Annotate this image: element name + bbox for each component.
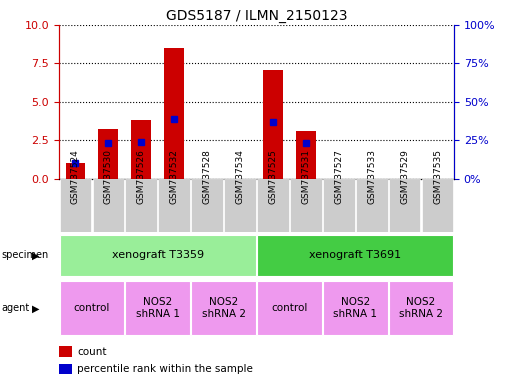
Bar (323, 281, 387, 335)
Bar (60, 179, 91, 232)
Text: GSM737533: GSM737533 (367, 149, 376, 204)
Text: NOS2
shRNA 2: NOS2 shRNA 2 (399, 297, 443, 319)
Bar (356, 179, 387, 232)
Text: percentile rank within the sample: percentile rank within the sample (77, 364, 253, 374)
Text: GSM737528: GSM737528 (203, 149, 212, 204)
Text: count: count (77, 347, 107, 357)
Text: control: control (74, 303, 110, 313)
Text: agent: agent (1, 303, 29, 313)
Bar (60, 235, 256, 276)
Bar (159, 179, 190, 232)
Text: GSM737527: GSM737527 (334, 149, 343, 204)
Text: GSM737534: GSM737534 (235, 149, 245, 204)
Text: GSM737535: GSM737535 (433, 149, 442, 204)
Text: GSM737531: GSM737531 (301, 149, 310, 204)
Bar (257, 281, 322, 335)
Bar (290, 179, 322, 232)
Bar (323, 179, 354, 232)
Text: NOS2
shRNA 2: NOS2 shRNA 2 (202, 297, 246, 319)
Bar (98, 129, 118, 179)
Bar (263, 70, 283, 179)
Bar (92, 179, 124, 232)
Text: NOS2
shRNA 1: NOS2 shRNA 1 (136, 297, 180, 319)
Text: GSM737525: GSM737525 (268, 149, 278, 204)
Bar (126, 179, 157, 232)
Text: xenograft T3359: xenograft T3359 (112, 250, 204, 260)
Text: GSM737524: GSM737524 (71, 150, 80, 204)
Bar (164, 48, 184, 179)
Text: NOS2
shRNA 1: NOS2 shRNA 1 (333, 297, 377, 319)
Bar (191, 179, 223, 232)
Bar (389, 281, 453, 335)
Bar (59, 346, 72, 357)
Text: xenograft T3691: xenograft T3691 (309, 250, 401, 260)
Text: GSM737526: GSM737526 (137, 149, 146, 204)
Bar (257, 235, 453, 276)
Bar (389, 179, 421, 232)
Bar (296, 131, 315, 179)
Bar (60, 281, 124, 335)
Bar (59, 364, 72, 374)
Bar (131, 120, 151, 179)
Text: GSM737532: GSM737532 (170, 149, 179, 204)
Bar (224, 179, 256, 232)
Bar (257, 179, 289, 232)
Text: GSM737529: GSM737529 (400, 149, 409, 204)
Text: ▶: ▶ (32, 250, 40, 260)
Bar (66, 163, 85, 179)
Text: ▶: ▶ (32, 303, 40, 313)
Text: control: control (271, 303, 308, 313)
Text: specimen: specimen (1, 250, 48, 260)
Title: GDS5187 / ILMN_2150123: GDS5187 / ILMN_2150123 (166, 8, 347, 23)
Bar (191, 281, 256, 335)
Bar (126, 281, 190, 335)
Text: GSM737530: GSM737530 (104, 149, 113, 204)
Bar (422, 179, 453, 232)
